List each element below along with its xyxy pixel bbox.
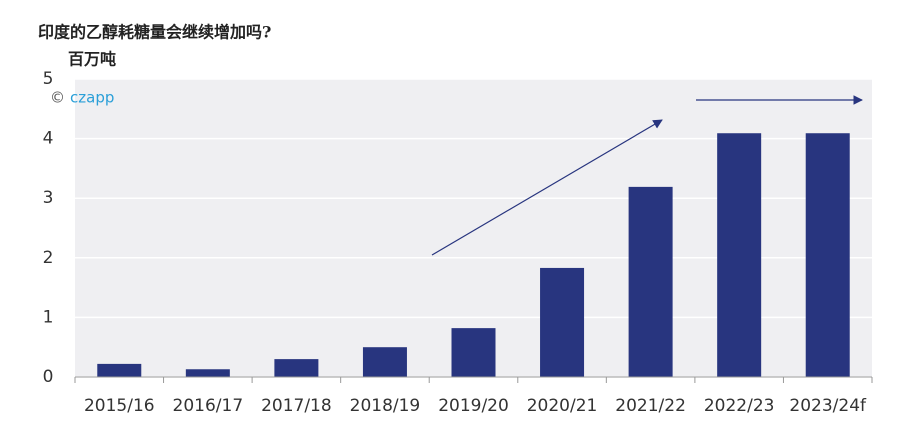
bar xyxy=(185,369,230,377)
x-tick-label: 2016/17 xyxy=(173,396,244,416)
chart-title: 印度的乙醇耗糖量会继续增加吗? xyxy=(38,23,271,42)
x-tick-label: 2022/23 xyxy=(704,396,775,416)
copyright-symbol: © xyxy=(50,89,65,107)
trend-arrow xyxy=(431,119,663,256)
bar xyxy=(805,133,850,377)
y-tick-label: 5 xyxy=(43,69,54,89)
x-tick-label: 2020/21 xyxy=(527,396,598,416)
bar xyxy=(274,359,319,377)
bar xyxy=(451,328,496,377)
y-tick-label: 0 xyxy=(43,367,54,387)
y-axis-label: 百万吨 xyxy=(68,50,116,69)
bar xyxy=(97,363,142,377)
y-tick-label: 4 xyxy=(43,129,54,149)
bar xyxy=(362,347,407,377)
x-tick-label: 2018/19 xyxy=(350,396,421,416)
x-tick-label: 2015/16 xyxy=(84,396,155,416)
x-tick-label: 2023/24f xyxy=(789,396,867,416)
bar xyxy=(717,133,762,377)
x-tick-label: 2019/20 xyxy=(438,396,509,416)
bar xyxy=(540,267,585,377)
x-tick-label: 2021/22 xyxy=(615,396,686,416)
x-tick-label: 2017/18 xyxy=(261,396,332,416)
y-tick-label: 3 xyxy=(43,188,54,208)
y-tick-label: 1 xyxy=(43,307,54,327)
bar xyxy=(628,186,673,377)
y-tick-label: 2 xyxy=(43,248,54,268)
watermark: czapp xyxy=(70,89,114,107)
